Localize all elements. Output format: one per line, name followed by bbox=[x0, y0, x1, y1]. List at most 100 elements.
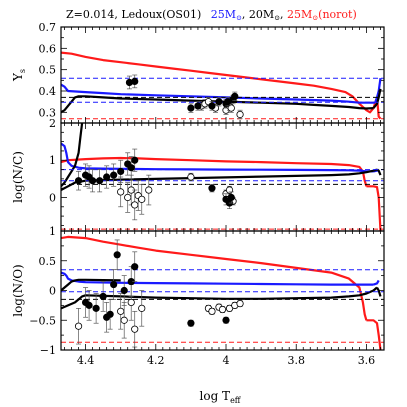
star-filled-9 bbox=[231, 91, 239, 101]
title-sun-3: ⊙ bbox=[312, 14, 318, 22]
title-comma-2: , bbox=[280, 8, 287, 21]
star-filled-7 bbox=[113, 239, 121, 271]
star-filled-7 bbox=[224, 97, 232, 107]
star-filled-4 bbox=[96, 169, 104, 193]
y-tick-label: 0.5 bbox=[39, 64, 57, 77]
star-filled-5 bbox=[103, 165, 111, 189]
star-filled-5 bbox=[106, 299, 114, 330]
figure-title: Z=0.014, Ledoux(OS01) 25M⊙, 20M⊙, 25M⊙(n… bbox=[66, 8, 357, 22]
y-tick-label: 0.3 bbox=[39, 106, 57, 119]
star-open-1 bbox=[117, 293, 125, 330]
star-open-12 bbox=[236, 299, 244, 308]
star-open-1 bbox=[124, 182, 132, 213]
y-axis-label-sub: s bbox=[18, 69, 27, 73]
track-line-0 bbox=[61, 51, 379, 114]
track-line-3 bbox=[373, 279, 380, 286]
x-tick-label: 4.2 bbox=[147, 354, 165, 367]
star-filled-3 bbox=[88, 169, 97, 193]
y-tick-label: 1 bbox=[49, 225, 56, 238]
x-axis-label: log Teff bbox=[200, 389, 242, 405]
title-m25: 25M bbox=[211, 8, 236, 21]
track-line-1 bbox=[366, 185, 382, 231]
star-filled-11 bbox=[208, 184, 216, 193]
track-line-4 bbox=[61, 95, 374, 114]
star-filled-0 bbox=[74, 171, 83, 191]
star-filled-1 bbox=[85, 290, 93, 321]
title-m20: 20M bbox=[249, 8, 274, 21]
star-open-7 bbox=[208, 307, 216, 315]
star-filled-14 bbox=[227, 191, 235, 204]
y-axis-label: log(N/O) bbox=[11, 264, 25, 317]
y-tick-label: 0.6 bbox=[39, 42, 57, 55]
star-open-9 bbox=[218, 305, 227, 314]
track-line-0 bbox=[61, 235, 368, 321]
x-tick-label: 3.8 bbox=[287, 354, 305, 367]
star-filled-8 bbox=[120, 275, 128, 306]
star-filled-6 bbox=[110, 269, 118, 300]
y-axis-label: log(N/C) bbox=[11, 151, 25, 203]
star-filled-8 bbox=[124, 152, 132, 176]
plot-area bbox=[61, 123, 384, 231]
x-tick-label: 4.4 bbox=[77, 354, 95, 367]
y-tick-label: 1 bbox=[49, 154, 56, 167]
star-filled-6 bbox=[110, 163, 118, 187]
title-prefix: Z=0.014, Ledoux(OS01) bbox=[66, 8, 201, 21]
title-m25norot: 25M bbox=[287, 8, 312, 21]
star-filled-9 bbox=[127, 266, 135, 297]
plot-area bbox=[61, 235, 384, 350]
y-tick-label: 0 bbox=[49, 285, 56, 298]
star-open-0 bbox=[74, 308, 83, 345]
star-filled-4 bbox=[208, 101, 216, 111]
track-line-3 bbox=[374, 78, 382, 104]
star-filled-5 bbox=[215, 97, 223, 107]
star-filled-3 bbox=[194, 101, 202, 111]
track-line-0 bbox=[61, 156, 368, 187]
x-axis-label-sub: eff bbox=[230, 396, 242, 405]
star-open-4 bbox=[131, 310, 139, 348]
star-open-5 bbox=[138, 184, 146, 215]
panel-2: −1 −0.5 0 0.5 1 log(N/O) bbox=[11, 225, 385, 357]
star-filled-10 bbox=[127, 156, 135, 180]
y-tick-label: 0 bbox=[49, 191, 56, 204]
panels: 0.3 0.4 0.5 0.6 0.7 Ys 0 1 2 log(N/C) −1 −0.5 0 0.5 1 l… bbox=[11, 21, 385, 367]
y-tick-label: 0.5 bbox=[39, 255, 57, 268]
y-tick-label: −1 bbox=[40, 344, 56, 357]
y-tick-label: 0.7 bbox=[39, 21, 57, 34]
y-tick-label: 0.4 bbox=[39, 85, 57, 98]
panel-frame bbox=[60, 230, 385, 351]
star-open-6 bbox=[145, 174, 153, 206]
star-filled-2 bbox=[187, 103, 195, 113]
y-axis-label: Ys bbox=[11, 69, 27, 82]
y-axis-label-main: log(N/C) bbox=[11, 151, 25, 203]
star-filled-10 bbox=[131, 251, 139, 282]
y-tick-label: −0.5 bbox=[29, 314, 56, 327]
track-line-4 bbox=[61, 123, 84, 188]
title-comma-1: , bbox=[242, 8, 249, 21]
y-tick-label: 2 bbox=[49, 117, 56, 130]
title-sun-1: ⊙ bbox=[236, 14, 242, 22]
y-axis-label-main: log(N/O) bbox=[11, 264, 25, 317]
title-sun-2: ⊙ bbox=[274, 14, 280, 22]
star-filled-12 bbox=[222, 316, 230, 324]
track-line-5 bbox=[372, 88, 382, 109]
track-line-6 bbox=[376, 168, 382, 176]
plot-area bbox=[61, 51, 384, 120]
star-filled-7 bbox=[117, 159, 125, 183]
star-filled-0 bbox=[125, 75, 134, 90]
x-axis-label-main: log T bbox=[200, 389, 231, 403]
star-open-9 bbox=[225, 185, 234, 195]
star-open-7 bbox=[187, 172, 195, 182]
track-line-1 bbox=[366, 319, 382, 350]
track-line-6 bbox=[61, 278, 121, 292]
y-axis-label-main: Y bbox=[11, 72, 25, 82]
panel-0: 0.3 0.4 0.5 0.6 0.7 Ys bbox=[11, 21, 385, 124]
panel-1: 0 1 2 log(N/C) bbox=[11, 117, 385, 232]
star-open-7 bbox=[236, 109, 244, 120]
star-filled-2 bbox=[92, 293, 100, 324]
star-open-5 bbox=[138, 290, 146, 327]
star-filled-11 bbox=[187, 319, 195, 327]
star-filled-1 bbox=[131, 74, 139, 89]
track-line-2 bbox=[61, 271, 374, 286]
x-tick-label: 3.6 bbox=[358, 354, 376, 367]
